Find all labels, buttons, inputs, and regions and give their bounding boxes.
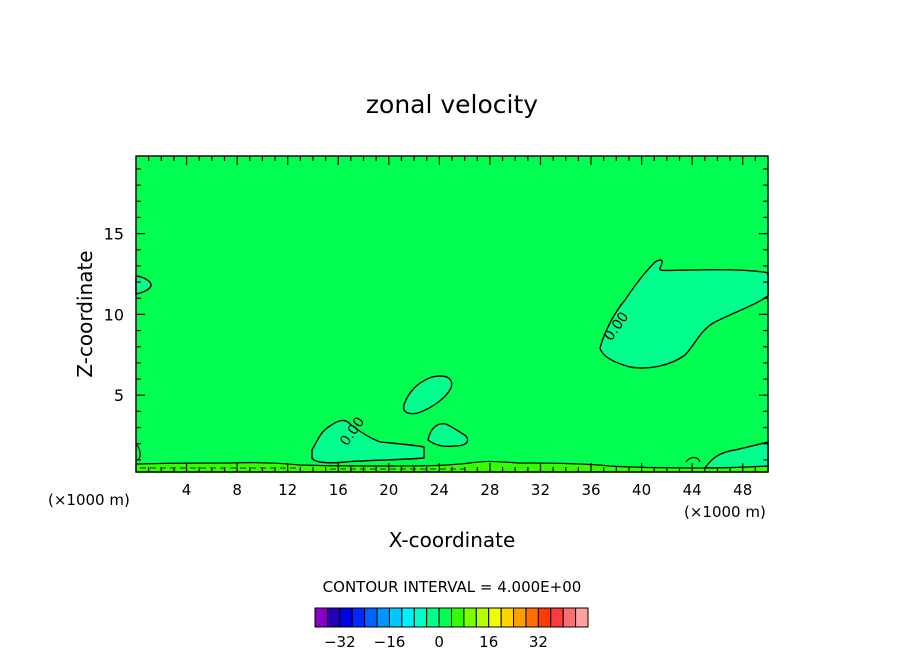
x-axis-ticks: 4 8 12 16 20 24 28 32 36 40 44 48 [148,156,756,499]
x-tick-label: 44 [683,481,702,499]
contour-region-low-right [703,441,769,469]
colorbar-swatch [488,607,502,628]
y-axis-ticks: 5 10 15 [104,168,768,461]
contour-region-low-left [311,419,425,464]
x-tick-label: 20 [379,481,398,499]
x-tick-label: 48 [733,481,752,499]
colorbar-swatch [562,607,577,628]
colorbar-swatch [364,607,378,628]
y-tick-label: 5 [114,386,124,405]
colorbar-swatch [513,607,527,628]
colorbar [314,607,589,628]
colorbar-tick-label: −32 [324,633,356,651]
x-tick-label: 28 [480,481,499,499]
x-tick-label: 40 [632,481,651,499]
colorbar-swatch [463,607,477,628]
colorbar-swatch [339,607,353,628]
colorbar-tick-label: 16 [479,633,498,651]
contour-region-mid [402,375,453,415]
colorbar-swatch [451,607,465,628]
x-tick-label: 12 [278,481,297,499]
colorbar-swatch [537,607,552,628]
contour-interval-text: CONTOUR INTERVAL = 4.000E+00 [323,578,582,596]
x-unit-left: (×1000 m) [48,491,130,509]
colorbar-swatch [413,607,428,628]
colorbar-swatch [401,607,415,628]
colorbar-swatch [388,607,403,628]
colorbar-swatch [326,607,341,628]
x-tick-label: 16 [329,481,348,499]
x-unit-right: (×1000 m) [684,503,766,521]
contour-region-upper-right [599,259,769,369]
colorbar-tick-label: −16 [374,633,406,651]
y-tick-label: 15 [104,225,124,244]
x-tick-label: 32 [531,481,550,499]
colorbar-swatch [314,607,328,628]
colorbar-swatch [500,607,515,628]
colorbar-ticks: −32 −16 0 16 32 [324,633,548,651]
y-axis-label: Z-coordinate [73,250,97,377]
x-tick-label: 24 [430,481,449,499]
y-tick-label: 10 [104,305,124,324]
colorbar-tick-label: 0 [434,633,444,651]
x-axis-label: X-coordinate [389,528,516,552]
x-tick-label: 36 [581,481,600,499]
contour-region-left-edge [135,275,152,295]
colorbar-swatch [475,607,490,628]
contour-mark-small-2 [135,443,141,461]
contour-region-low-center [427,423,469,448]
contour-mark-small-1 [685,456,701,463]
x-tick-label: 8 [232,481,242,499]
colorbar-swatch [525,607,539,628]
contour-mark-dashed [140,467,470,470]
colorbar-swatch [426,607,440,628]
colorbar-swatch [438,607,453,628]
colorbar-swatch [351,607,366,628]
colorbar-swatch [575,607,589,628]
colorbar-tick-label: 32 [529,633,548,651]
colorbar-swatch [376,607,390,628]
colorbar-swatch [550,607,564,628]
chart-title: zonal velocity [366,90,538,119]
x-tick-label: 4 [182,481,192,499]
